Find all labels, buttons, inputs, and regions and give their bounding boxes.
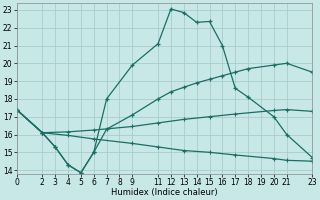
X-axis label: Humidex (Indice chaleur): Humidex (Indice chaleur) — [111, 188, 218, 197]
